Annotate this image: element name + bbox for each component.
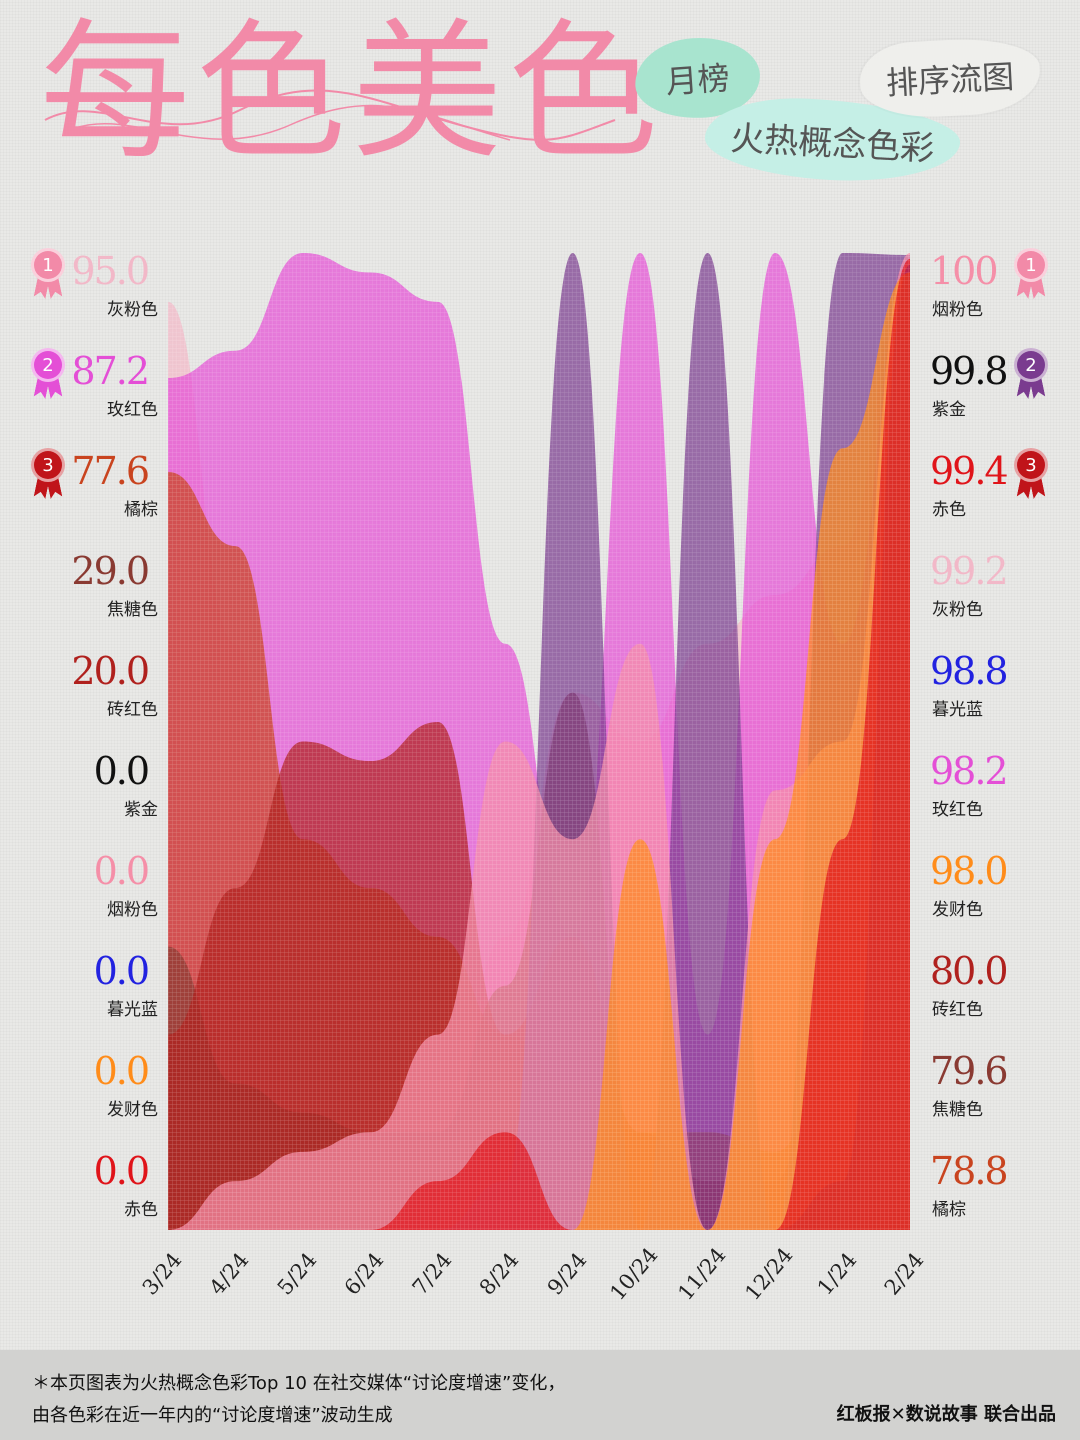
stream-series-texture-4 (168, 448, 910, 1230)
footnote-line-1: ＊本页图表为火热概念色彩Top 10 在社交媒体“讨论度增速”变化， (32, 1373, 566, 1394)
left-rank-name: 焦糖色 (107, 600, 158, 620)
left-rank-value: 20.0 (71, 649, 150, 693)
medal-number: 2 (31, 348, 65, 382)
stream-series-texture-9 (168, 258, 910, 1230)
right-rank-value: 79.6 (930, 1049, 1009, 1093)
left-rank-name: 烟粉色 (107, 900, 158, 920)
left-rank-value: 0.0 (93, 749, 150, 793)
left-rank-value: 29.0 (71, 549, 150, 593)
stream-chart (168, 253, 910, 1231)
footer-bar (0, 1350, 1080, 1440)
medal-number: 3 (31, 448, 65, 482)
left-rank-value: 0.0 (93, 949, 150, 993)
right-medal-icon: 1 (1014, 248, 1048, 300)
left-rank-name: 玫红色 (107, 400, 158, 420)
left-medal-icon: 3 (31, 448, 65, 500)
left-rank-value: 0.0 (93, 1049, 150, 1093)
right-rank-name: 玫红色 (932, 800, 983, 820)
left-medal-icon: 2 (31, 348, 65, 400)
left-rank-value: 77.6 (71, 449, 150, 493)
right-rank-value: 98.0 (930, 849, 1009, 893)
left-rank-value: 95.0 (71, 249, 150, 293)
medal-number: 1 (31, 248, 65, 282)
stream-series-texture-5 (168, 253, 910, 1230)
right-rank-name: 灰粉色 (932, 600, 983, 620)
right-rank-value: 99.8 (930, 349, 1009, 393)
left-rank-name: 灰粉色 (107, 300, 158, 320)
credit: 红板报✕数说故事 联合出品 (836, 1404, 1056, 1425)
title-script-flourish (44, 89, 616, 141)
left-rank-name: 发财色 (107, 1100, 158, 1120)
right-medal-icon: 2 (1014, 348, 1048, 400)
right-rank-value: 98.2 (930, 749, 1009, 793)
medal-number: 2 (1014, 348, 1048, 382)
right-rank-value: 78.8 (930, 1149, 1009, 1193)
right-rank-value: 99.4 (930, 449, 1009, 493)
right-rank-name: 发财色 (932, 900, 983, 920)
right-rank-value: 80.0 (930, 949, 1009, 993)
right-rank-name: 烟粉色 (932, 300, 983, 320)
left-rank-name: 橘棕 (124, 500, 158, 520)
right-rank-name: 紫金 (932, 400, 966, 420)
medal-number: 3 (1014, 448, 1048, 482)
left-rank-name: 砖红色 (107, 700, 158, 720)
left-medal-icon: 1 (31, 248, 65, 300)
right-rank-name: 暮光蓝 (932, 700, 983, 720)
left-rank-name: 赤色 (124, 1200, 158, 1220)
left-rank-value: 0.0 (93, 849, 150, 893)
left-rank-name: 暮光蓝 (107, 1000, 158, 1020)
medal-number: 1 (1014, 248, 1048, 282)
right-rank-value: 99.2 (930, 549, 1009, 593)
right-rank-name: 砖红色 (932, 1000, 983, 1020)
right-rank-value: 100 (930, 249, 999, 293)
right-medal-icon: 3 (1014, 448, 1048, 500)
left-rank-value: 0.0 (93, 1149, 150, 1193)
left-rank-value: 87.2 (71, 349, 150, 393)
right-rank-name: 赤色 (932, 500, 966, 520)
right-rank-name: 焦糖色 (932, 1100, 983, 1120)
footnote-line-2: 由各色彩在近一年内的“讨论度增速”波动生成 (32, 1405, 393, 1426)
footnote: ＊本页图表为火热概念色彩Top 10 在社交媒体“讨论度增速”变化， 由各色彩在… (32, 1368, 752, 1432)
right-rank-name: 橘棕 (932, 1200, 966, 1220)
left-rank-name: 紫金 (124, 800, 158, 820)
right-rank-value: 98.8 (930, 649, 1009, 693)
